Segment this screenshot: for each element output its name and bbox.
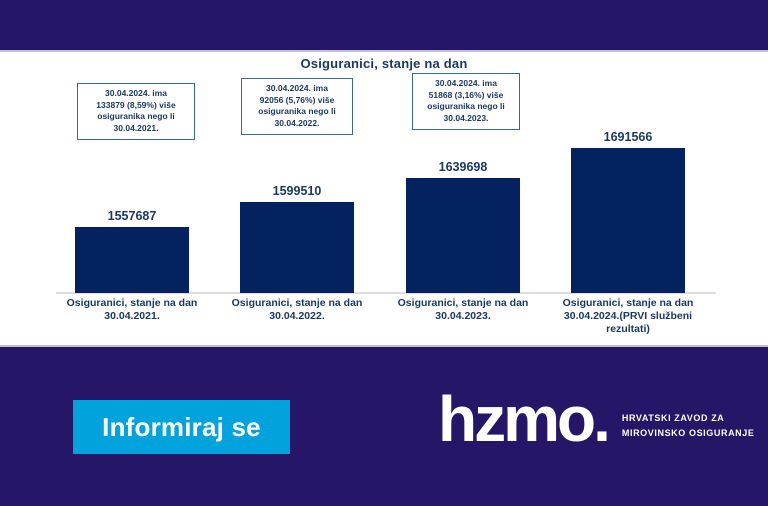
x-axis-label-2024: Osiguranici, stanje na dan 30.04.2024.(P… (562, 297, 694, 336)
chart-title: Osiguranici, stanje na dan (300, 56, 468, 71)
bar-column-2021: 1557687 (75, 209, 189, 293)
informiraj-se-button[interactable]: Informiraj se (73, 400, 290, 454)
bar-value-2022: 1599510 (272, 184, 322, 198)
bar-column-2024: 1691566 (571, 130, 685, 293)
bar-2021 (75, 227, 189, 293)
footer-banner: Informiraj se hzmo. HRVATSKI ZAVOD ZA MI… (0, 345, 768, 506)
hzmo-tagline-line1: HRVATSKI ZAVOD ZA (621, 412, 725, 423)
annotation-box-2021: 30.04.2024. ima 133879 (8,59%) više osig… (77, 83, 195, 140)
hzmo-logo-tagline: HRVATSKI ZAVOD ZA MIROVINSKO OSIGURANJE (622, 411, 755, 442)
annotation-box-2022: 30.04.2024. ima 92056 (5,76%) više osigu… (241, 78, 353, 135)
bar-2024 (571, 148, 685, 293)
x-axis-line (56, 292, 716, 294)
bar-2022 (240, 202, 354, 293)
bar-2023 (406, 178, 520, 293)
bar-column-2023: 1639698 (406, 160, 520, 293)
x-axis-label-2023: Osiguranici, stanje na dan 30.04.2023. (397, 297, 529, 323)
hzmo-tagline-line2: MIROVINSKO OSIGURANJE (621, 428, 755, 438)
x-axis-label-2022: Osiguranici, stanje na dan 30.04.2022. (231, 297, 363, 323)
bar-column-2022: 1599510 (240, 184, 354, 293)
chart-area: Osiguranici, stanje na dan 30.04.2024. i… (0, 52, 768, 345)
hzmo-logo-text: hzmo. (438, 383, 611, 455)
annotation-box-2023: 30.04.2024. ima 51868 (3,16%) više osigu… (412, 73, 520, 130)
bar-value-2023: 1639698 (438, 160, 488, 174)
bar-value-2021: 1557687 (107, 209, 157, 223)
top-banner (0, 0, 768, 52)
x-axis-label-2021: Osiguranici, stanje na dan 30.04.2021. (66, 297, 198, 323)
bar-value-2024: 1691566 (603, 130, 653, 144)
hzmo-logo: hzmo. HRVATSKI ZAVOD ZA MIROVINSKO OSIGU… (438, 387, 755, 451)
